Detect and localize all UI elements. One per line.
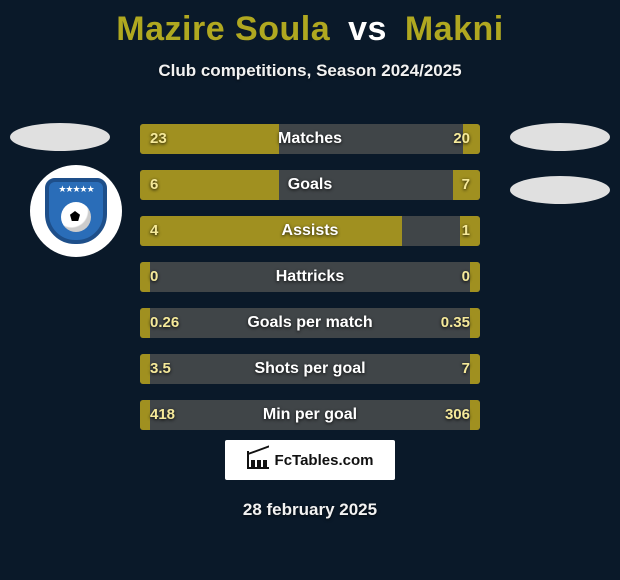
player2-club-placeholder-icon <box>510 176 610 204</box>
stat-label: Hattricks <box>140 262 480 292</box>
stat-row: Goals per match0.26 0.35 <box>140 308 480 338</box>
stat-row: Matches23 20 <box>140 124 480 154</box>
subtitle: Club competitions, Season 2024/2025 <box>0 61 620 81</box>
stats-bar-chart: Matches23 20 Goals6 7 Assists4 1 Hattricks0 0 Go… <box>140 124 480 446</box>
brand-text: FcTables.com <box>275 452 374 469</box>
stat-value-left: 3.5 <box>150 354 171 384</box>
stat-value-right: 20 <box>453 124 470 154</box>
shield-stars-icon: ★★★★★ <box>49 184 103 195</box>
club-shield-icon: ★★★★★ <box>45 178 107 244</box>
stat-value-left: 0.26 <box>150 308 179 338</box>
stat-value-left: 23 <box>150 124 167 154</box>
stat-label: Min per goal <box>140 400 480 430</box>
bar-chart-icon <box>247 451 269 469</box>
stat-row: Min per goal418 306 <box>140 400 480 430</box>
player2-name: Makni <box>405 10 504 48</box>
stat-value-right: 1 <box>462 216 470 246</box>
stat-label: Matches <box>140 124 480 154</box>
stat-label: Assists <box>140 216 480 246</box>
stat-label: Goals <box>140 170 480 200</box>
brand-logo: FcTables.com <box>225 440 395 480</box>
stat-value-left: 4 <box>150 216 158 246</box>
stat-row: Hattricks0 0 <box>140 262 480 292</box>
footer-date: 28 february 2025 <box>0 500 620 520</box>
stat-value-left: 418 <box>150 400 175 430</box>
stat-row: Goals6 7 <box>140 170 480 200</box>
stat-value-right: 0.35 <box>441 308 470 338</box>
comparison-title: Mazire Soula vs Makni <box>0 0 620 49</box>
stat-label: Goals per match <box>140 308 480 338</box>
title-separator: vs <box>340 10 395 48</box>
player1-name: Mazire Soula <box>116 10 330 48</box>
stat-row: Assists4 1 <box>140 216 480 246</box>
stat-value-right: 0 <box>462 262 470 292</box>
player2-placeholder-icon <box>510 123 610 151</box>
stat-row: Shots per goal3.5 7 <box>140 354 480 384</box>
stat-value-right: 306 <box>445 400 470 430</box>
shield-ball-icon <box>61 202 91 232</box>
stat-label: Shots per goal <box>140 354 480 384</box>
player1-club-badge-icon: ★★★★★ <box>30 165 122 257</box>
stat-value-left: 6 <box>150 170 158 200</box>
stat-value-left: 0 <box>150 262 158 292</box>
stat-value-right: 7 <box>462 170 470 200</box>
player1-placeholder-icon <box>10 123 110 151</box>
stat-value-right: 7 <box>462 354 470 384</box>
